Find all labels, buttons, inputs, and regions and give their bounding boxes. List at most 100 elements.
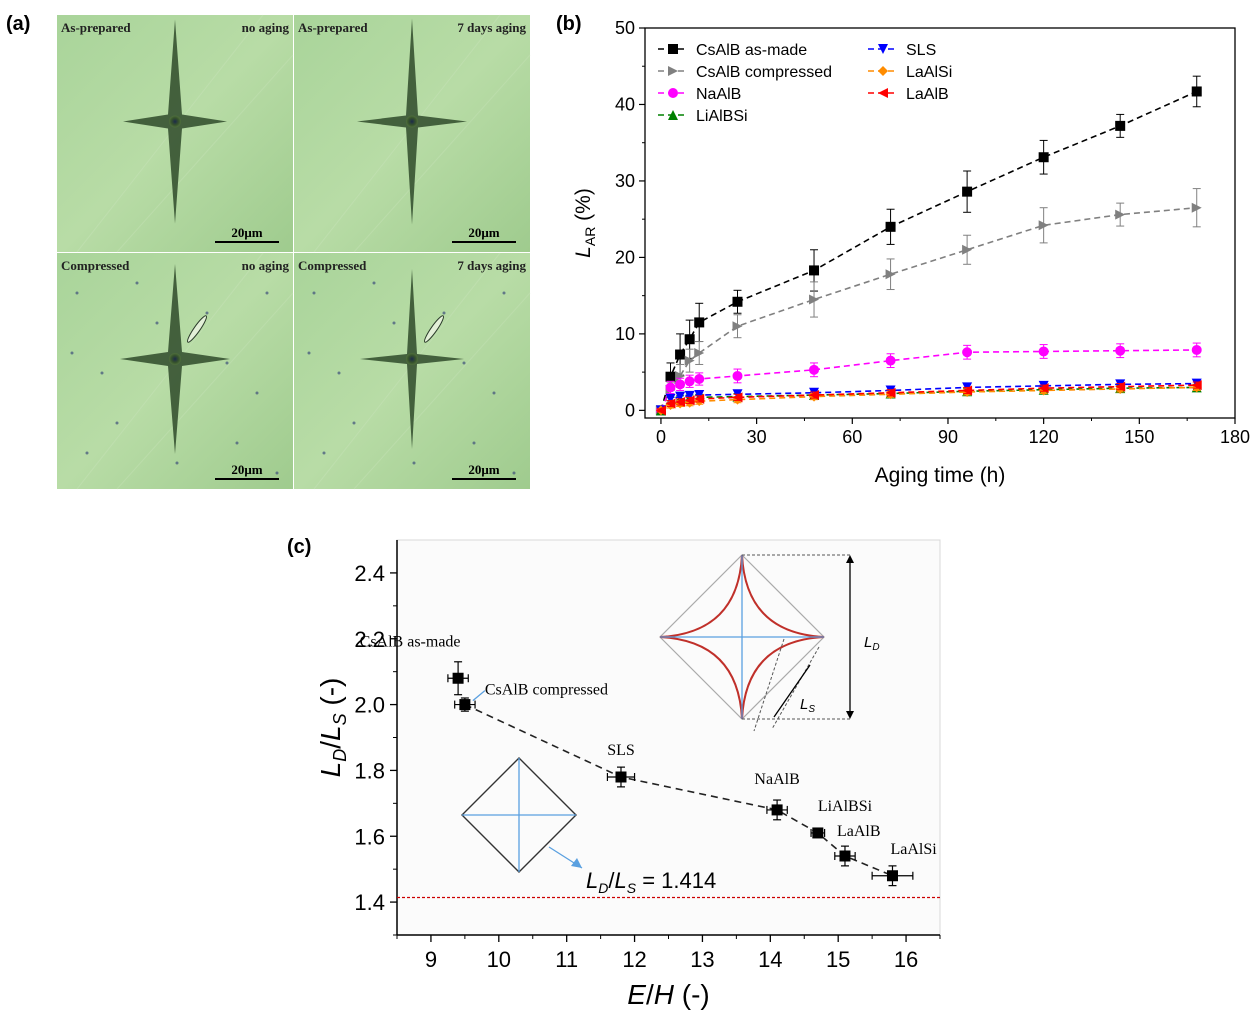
scatter-point-laalsi: LaAlSi bbox=[871, 841, 937, 887]
x-tick-label: 10 bbox=[487, 947, 511, 972]
surface-dot bbox=[322, 451, 326, 455]
legend-label: CsAlB compressed bbox=[696, 64, 832, 81]
ld-arrowhead bbox=[846, 711, 854, 719]
surface-dot bbox=[372, 281, 376, 285]
panel-c-label: (c) bbox=[287, 536, 311, 558]
reference-line-label: LD/LS = 1.414 bbox=[586, 868, 716, 896]
scratch-line bbox=[353, 54, 531, 253]
data-point bbox=[962, 186, 973, 197]
surface-dot bbox=[392, 321, 396, 325]
series-naalb bbox=[655, 342, 1202, 416]
data-point bbox=[771, 804, 783, 816]
panel-b-label: (b) bbox=[556, 13, 582, 35]
quadrant-aging-label: 7 days aging bbox=[457, 258, 526, 273]
plot-frame bbox=[644, 27, 1236, 419]
surface-dot bbox=[442, 311, 446, 315]
data-point bbox=[732, 296, 743, 307]
surface-dot bbox=[255, 391, 259, 395]
data-point bbox=[962, 347, 973, 358]
data-point bbox=[665, 393, 676, 404]
surface-dot bbox=[135, 281, 139, 285]
surface-dot bbox=[265, 291, 269, 295]
data-point bbox=[1115, 345, 1126, 356]
scatter-point-csalb-compressed: CsAlB compressed bbox=[454, 682, 608, 712]
x-tick-label: 60 bbox=[842, 427, 862, 447]
series-laalb bbox=[655, 380, 1202, 416]
series-line bbox=[660, 206, 1197, 411]
point-label: LaAlSi bbox=[890, 841, 937, 858]
x-tick-label: 150 bbox=[1124, 427, 1154, 447]
point-label: LiAlBSi bbox=[818, 798, 873, 815]
quadrant-aging-label: 7 days aging bbox=[457, 20, 526, 35]
data-point bbox=[665, 398, 676, 409]
quadrant-aging-label: no aging bbox=[242, 258, 290, 273]
data-point bbox=[665, 371, 676, 382]
surface-dot bbox=[502, 291, 506, 295]
data-point bbox=[1191, 202, 1202, 213]
pointer-arrow bbox=[472, 690, 486, 702]
data-point bbox=[732, 321, 743, 332]
data-point bbox=[809, 364, 820, 375]
y-tick-label: 0 bbox=[625, 400, 635, 420]
scale-bar-label: 20μm bbox=[231, 225, 262, 240]
data-point bbox=[1191, 380, 1202, 391]
data-point bbox=[675, 379, 686, 390]
surface-dot bbox=[512, 471, 516, 475]
data-point bbox=[694, 374, 705, 384]
data-point bbox=[1038, 220, 1049, 231]
data-point bbox=[694, 393, 705, 404]
micrograph-quadrant: As-prepared no aging 20μm bbox=[57, 14, 294, 253]
data-point bbox=[839, 850, 851, 862]
y-tick-label: 10 bbox=[615, 324, 635, 344]
y-tick-label: 1.4 bbox=[354, 890, 385, 915]
surface-dot bbox=[225, 361, 229, 365]
y-tick-label: 30 bbox=[615, 171, 635, 191]
surface-dot bbox=[337, 371, 341, 375]
scratch-line bbox=[116, 54, 294, 253]
legend-label: LaAlSi bbox=[906, 64, 952, 81]
data-point bbox=[675, 396, 686, 407]
ld-arrowhead bbox=[846, 555, 854, 563]
data-point bbox=[809, 294, 820, 305]
surface-dot bbox=[352, 421, 356, 425]
ls-guide bbox=[771, 646, 820, 730]
ls-guide bbox=[753, 638, 785, 732]
y-tick-label: 2.0 bbox=[354, 693, 385, 718]
point-label: SLS bbox=[607, 742, 635, 759]
data-point bbox=[459, 699, 471, 711]
surface-dot bbox=[115, 421, 119, 425]
surface-dot bbox=[75, 291, 79, 295]
surface-dot bbox=[462, 361, 466, 365]
crack-chip bbox=[186, 315, 208, 343]
surface-dot bbox=[312, 291, 316, 295]
quadrant-sample-label: Compressed bbox=[61, 258, 130, 273]
y-tick-label: 2.4 bbox=[354, 561, 385, 586]
point-label: NaAlB bbox=[754, 771, 799, 788]
scale-bar-label: 20μm bbox=[468, 225, 499, 240]
data-point bbox=[694, 348, 705, 358]
y-tick-label: 40 bbox=[615, 94, 635, 114]
inset-square-indent bbox=[461, 757, 583, 873]
scatter-point-csalb-as-made: CsAlB as-made bbox=[360, 633, 469, 696]
indent-center bbox=[406, 115, 418, 128]
scratch-line bbox=[313, 252, 501, 490]
data-point bbox=[1115, 209, 1126, 220]
x-tick-label: 120 bbox=[1029, 427, 1059, 447]
surface-dot bbox=[307, 351, 311, 355]
data-point bbox=[812, 827, 824, 839]
surface-dot bbox=[205, 311, 209, 315]
data-point bbox=[694, 317, 705, 328]
data-point bbox=[675, 391, 686, 402]
x-tick-label: 11 bbox=[555, 947, 578, 972]
data-point bbox=[1115, 381, 1126, 392]
y-tick-label: 20 bbox=[615, 247, 635, 267]
scratch-line bbox=[353, 292, 531, 490]
data-point bbox=[885, 387, 896, 398]
x-tick-label: 14 bbox=[758, 947, 782, 972]
legend-label: LaAlB bbox=[906, 86, 949, 103]
series-csalb-compressed bbox=[655, 188, 1202, 416]
scatter-point-sls: SLS bbox=[606, 742, 636, 788]
data-point bbox=[694, 390, 705, 401]
legend-marker bbox=[668, 44, 678, 54]
data-point bbox=[732, 370, 743, 381]
